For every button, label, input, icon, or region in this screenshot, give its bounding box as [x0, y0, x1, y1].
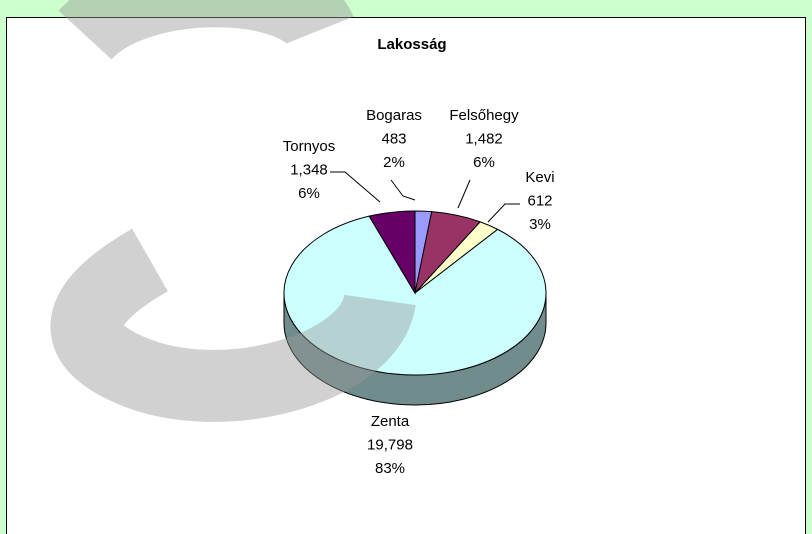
pie	[283, 210, 547, 406]
slice-label-percent: 2%	[383, 154, 405, 171]
slice-label-name: Felsőhegy	[449, 107, 519, 124]
chart-title: Lakosság	[377, 36, 446, 53]
slice	[368, 210, 416, 295]
slice	[283, 215, 547, 376]
slice-label-value: 1,348	[290, 161, 328, 178]
labels: Bogaras 483 2% Felsőhegy 1,482 6% Kevi 612 3% Zen…	[283, 107, 555, 477]
slice-label-value: 1,482	[465, 130, 503, 147]
watermark	[50, 0, 416, 422]
slice-label-percent: 6%	[298, 185, 320, 202]
slice-label-name: Kevi	[525, 169, 554, 186]
leader-line	[330, 171, 381, 203]
slice-label-value: 483	[381, 130, 406, 147]
slice-label-value: 612	[527, 192, 552, 209]
slice-label-name: Bogaras	[366, 107, 422, 124]
leader-line	[390, 179, 416, 201]
leader-line	[457, 179, 471, 209]
slice-label-name: Tornyos	[283, 138, 336, 155]
leader-line	[487, 203, 520, 223]
slice-label-name: Zenta	[371, 413, 410, 430]
slice-label-value: 19,798	[367, 436, 413, 453]
slice-label-percent: 3%	[529, 216, 551, 233]
slice-label-percent: 83%	[375, 460, 405, 477]
slice-label-percent: 6%	[473, 154, 495, 171]
